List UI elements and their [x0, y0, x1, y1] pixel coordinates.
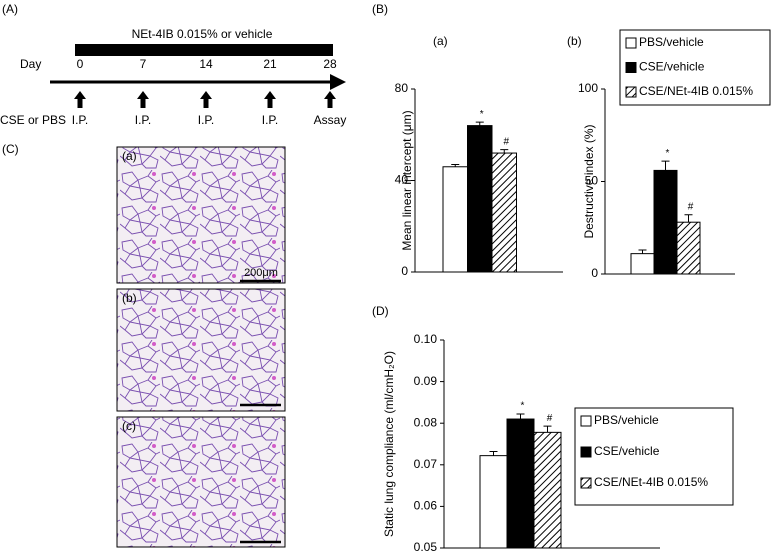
error-bar	[543, 425, 552, 433]
error-bar	[500, 149, 509, 154]
error-bar	[661, 160, 670, 171]
bar	[630, 253, 655, 275]
significance-marker: *	[480, 109, 484, 120]
error-bar	[489, 450, 498, 456]
legend-label: CSE/NEt-4IB 0.015%	[594, 475, 708, 489]
legend-label: CSE/NEt-4IB 0.015%	[639, 84, 753, 98]
legend-box	[574, 407, 734, 506]
panel-label: (A)	[2, 2, 18, 16]
bar	[479, 455, 508, 549]
y-tick-label: 50	[585, 174, 599, 188]
day-tick-label: 0	[77, 57, 84, 71]
legend-label: PBS/vehicle	[639, 35, 704, 49]
y-tick-label: 0.05	[414, 540, 438, 552]
treatment-label: NEt-4IB 0.015% or vehicle	[132, 27, 273, 41]
legend-swatch	[580, 415, 592, 427]
event-label: I.P.	[198, 113, 214, 127]
legend-swatch	[625, 86, 637, 98]
histology-image	[116, 416, 286, 548]
row-label: CSE or PBS	[0, 113, 66, 127]
legend-swatch	[625, 37, 637, 49]
bar	[506, 418, 535, 549]
event-label: I.P.	[72, 113, 88, 127]
bar	[467, 125, 493, 273]
up-arrow	[200, 91, 212, 108]
y-axis-label: Mean linear intercept (μm)	[400, 110, 414, 250]
image-label: (a)	[122, 149, 137, 163]
y-tick-label: 0.06	[414, 499, 438, 513]
up-arrow	[74, 91, 86, 108]
event-label: Assay	[314, 113, 347, 127]
significance-marker: #	[547, 413, 553, 424]
significance-marker: #	[688, 201, 694, 212]
significance-marker: #	[503, 136, 509, 147]
error-bar	[475, 121, 484, 126]
significance-marker: *	[666, 148, 670, 159]
panel-label: (D)	[372, 304, 389, 318]
bar	[653, 169, 678, 275]
bar	[491, 152, 517, 273]
scale-bar-label: 200μm	[244, 267, 278, 279]
day-label: Day	[20, 57, 41, 71]
bar	[442, 166, 468, 273]
bar	[533, 431, 562, 549]
y-axis-label: Destructive index (%)	[582, 124, 596, 238]
legend-swatch	[625, 62, 637, 73]
panel-label: (C)	[2, 142, 19, 156]
y-tick-label: 0.07	[414, 457, 438, 471]
event-label: I.P.	[262, 113, 278, 127]
image-label: (b)	[122, 291, 137, 305]
error-bar	[516, 413, 525, 420]
histology-image	[116, 146, 286, 284]
y-tick-label: 80	[395, 81, 409, 95]
image-label: (c)	[122, 419, 136, 433]
error-bar	[684, 214, 693, 223]
day-tick-label: 21	[263, 57, 277, 71]
day-tick-label: 28	[323, 57, 337, 71]
up-arrow	[324, 91, 336, 108]
panel-label: (B)	[372, 2, 388, 16]
histology-images: (a) (b) (c) 200μm	[116, 146, 286, 548]
y-tick-label: 40	[395, 173, 409, 187]
y-tick-label: 0	[591, 266, 598, 280]
day-tick-label: 7	[140, 57, 147, 71]
y-tick-label: 0.10	[414, 332, 438, 346]
legend-swatch	[580, 446, 592, 458]
up-arrow	[264, 91, 276, 108]
legend-label: PBS/vehicle	[594, 413, 659, 427]
y-tick-label: 0.09	[414, 374, 438, 388]
y-tick-label: 0.08	[414, 415, 438, 429]
histology-image	[116, 288, 286, 412]
legend-swatch	[580, 477, 592, 489]
legend-box	[619, 29, 771, 106]
legend-label: CSE/vehicle	[639, 60, 705, 74]
error-bar	[638, 249, 647, 254]
y-tick-label: 0	[401, 264, 408, 278]
y-axis-label: Static lung compliance (ml/cmH₂O)	[382, 351, 396, 537]
error-bar	[451, 163, 460, 167]
up-arrow	[137, 91, 149, 108]
event-label: I.P.	[135, 113, 151, 127]
arrow-head	[330, 74, 346, 90]
treatment-bar	[75, 44, 333, 56]
legend-label: CSE/vehicle	[594, 444, 660, 458]
bar	[676, 221, 701, 275]
chart-subtitle: (b)	[567, 34, 582, 48]
chart-subtitle: (a)	[433, 34, 448, 48]
y-tick-label: 100	[578, 81, 598, 95]
day-tick-label: 14	[199, 57, 213, 71]
significance-marker: *	[521, 401, 525, 412]
